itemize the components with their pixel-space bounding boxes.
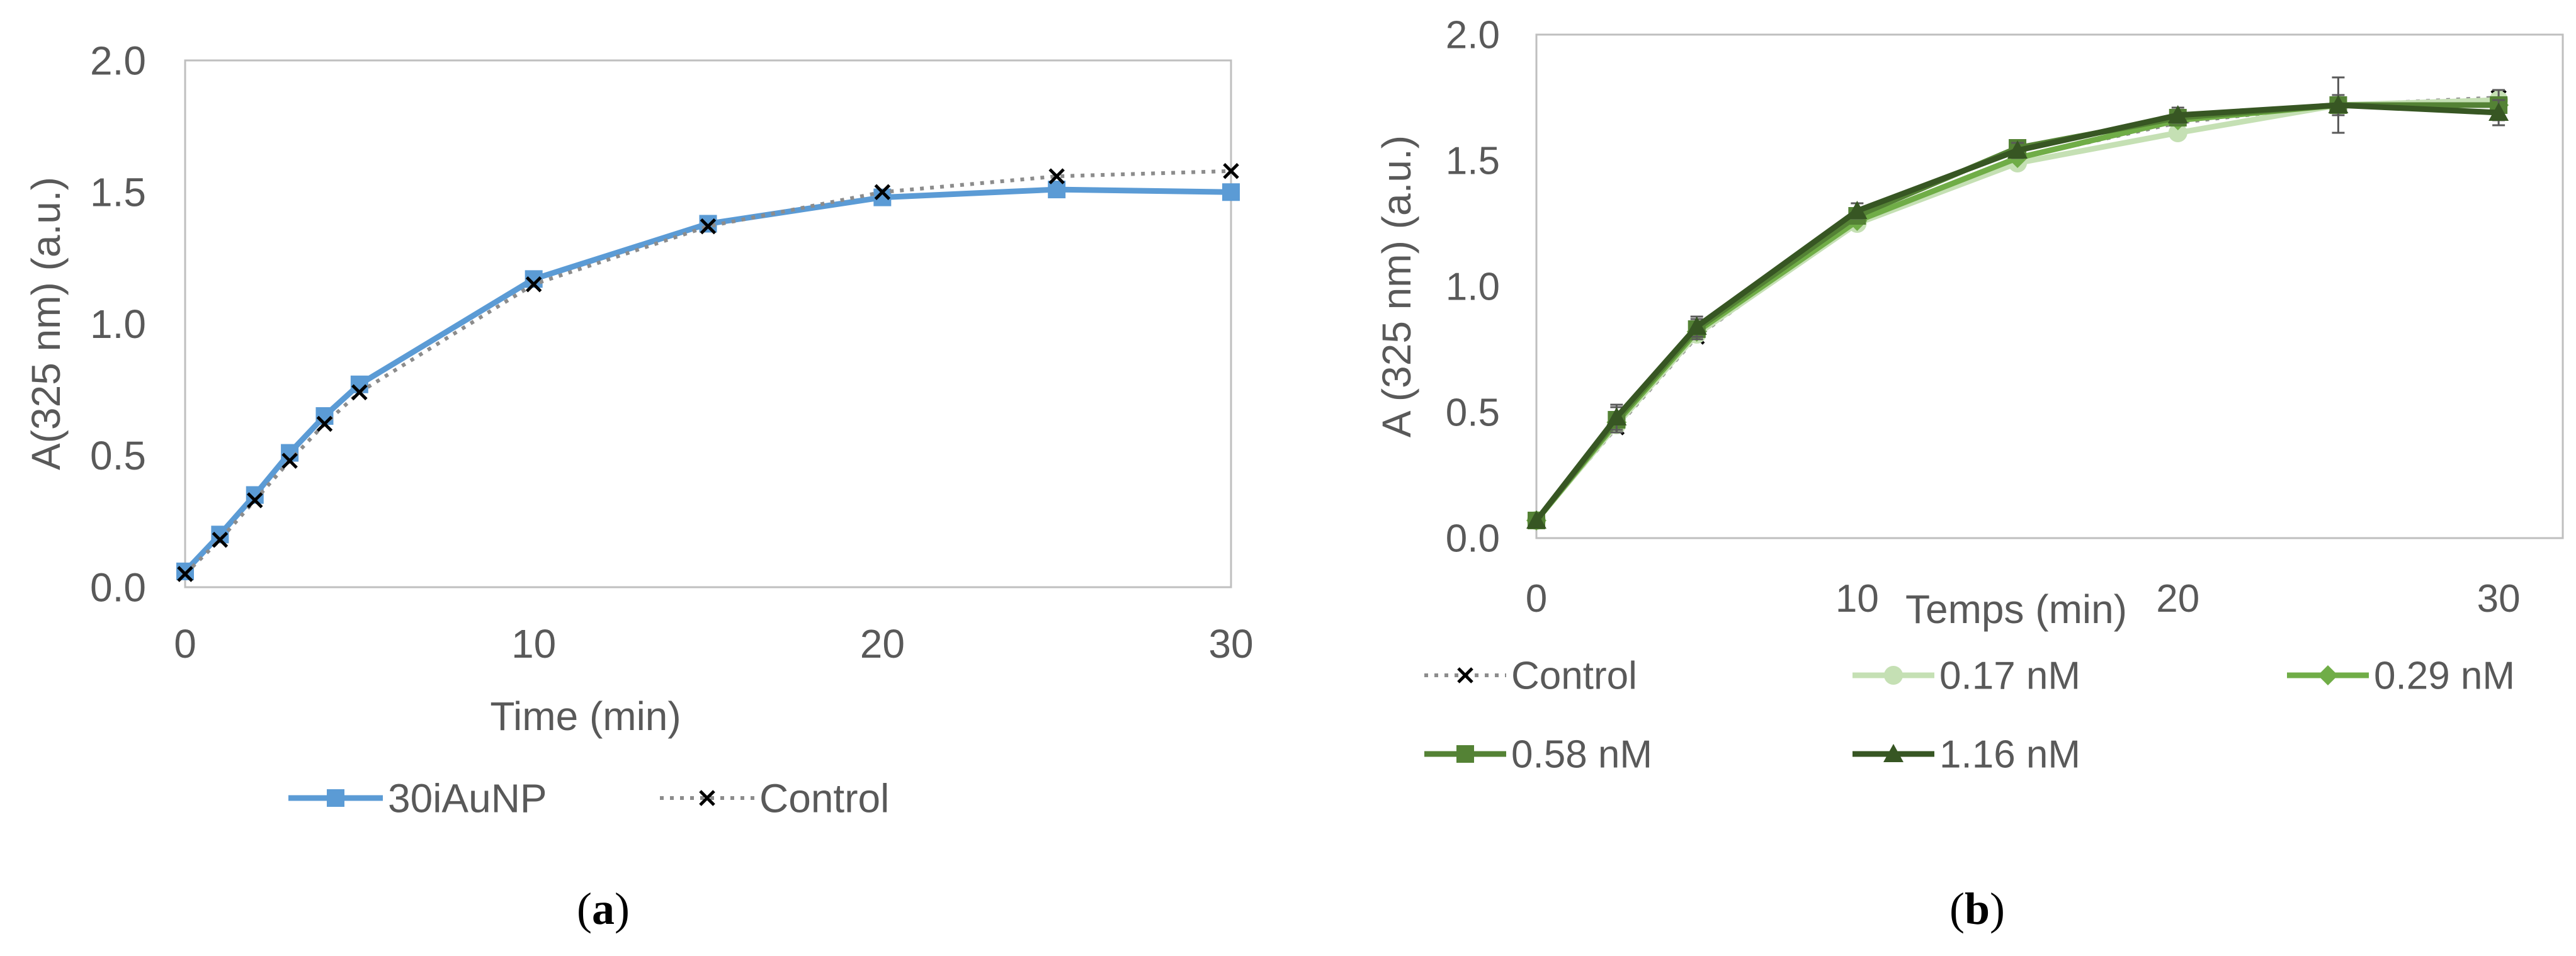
chart-b-panel-label-close: ) <box>1990 884 2005 934</box>
chart-a-series-1-point <box>351 384 368 401</box>
chart-b-y-axis-label: A (325 nm) (a.u.) <box>1374 135 1419 437</box>
chart-b-plot-frame <box>1535 33 2564 539</box>
chart-b-legend-marker-0 <box>1457 667 1473 683</box>
chart-b-legend-marker-2 <box>2318 665 2338 685</box>
chart-b-legend-marker-4 <box>1883 744 1904 762</box>
chart-b-panel-label: (b) <box>1949 884 2005 934</box>
chart-a-series-1-point <box>212 531 229 548</box>
chart-b-series-4-point <box>2007 140 2028 159</box>
chart-b-series-4-point <box>2328 95 2349 113</box>
chart-a-series-1-point <box>700 218 717 235</box>
chart-b-x-axis-label: Temps (min) <box>1905 587 2127 632</box>
chart-b-panel-label-letter: b <box>1965 884 1990 934</box>
chart-a-series-1-point <box>316 415 333 432</box>
chart-a-xtick-label: 0 <box>174 621 196 666</box>
chart-a-legend-label-0: 30iAuNP <box>388 775 547 821</box>
chart-a-series-1-point <box>177 566 193 582</box>
chart-a-legend-label-1: Control <box>759 775 889 821</box>
chart-a-ytick-label: 2.0 <box>90 38 146 83</box>
chart-a-ytick-label: 0.5 <box>90 433 146 478</box>
chart-b-series-4-point <box>1526 510 1546 529</box>
chart-a-series-1-point <box>246 492 263 509</box>
chart-a-xtick-label: 10 <box>511 621 556 666</box>
chart-b-legend-label-0: Control <box>1511 655 1637 698</box>
chart-b-legend-label-2: 0.29 nM <box>2374 655 2515 698</box>
chart-b-series-4-point <box>2167 105 2188 123</box>
chart-b-xtick-label: 30 <box>2477 577 2521 621</box>
chart-b-series-4-point <box>1686 317 1707 335</box>
chart-a-series-1-point <box>874 184 891 201</box>
chart-b-series-1-point <box>2168 123 2187 142</box>
chart-a-ytick-label: 1.5 <box>90 170 146 215</box>
chart-b-xtick-label: 20 <box>2156 577 2199 621</box>
chart-b-legend-label-1: 0.17 nM <box>1939 655 2080 698</box>
chart-a-ytick-label: 0.0 <box>90 565 146 610</box>
chart-a-series-1-point <box>1048 168 1065 184</box>
chart-a-legend-marker-1 <box>699 790 715 806</box>
chart-b-ytick-label: 2.0 <box>1446 14 1500 57</box>
chart-b-series-4-point <box>1847 201 1868 219</box>
chart-a-panel-label-letter: a <box>592 884 615 934</box>
chart-a-panel-label-close: ) <box>615 884 630 934</box>
chart-a-xtick-label: 30 <box>1208 621 1253 666</box>
chart-b-series-4-point <box>1606 407 1627 425</box>
chart-b-ytick-label: 1.5 <box>1446 140 1500 183</box>
chart-b-xtick-label: 10 <box>1836 577 1879 621</box>
chart-a-ytick-label: 1.0 <box>90 301 146 347</box>
chart-b-legend-label-3: 0.58 nM <box>1511 733 1652 777</box>
chart-a-series-1-point <box>1223 163 1239 179</box>
chart-b-legend-label-4: 1.16 nM <box>1939 733 2080 777</box>
chart-a-series-1-point <box>281 453 298 469</box>
chart-b-legend-marker-3 <box>1456 745 1474 763</box>
chart-a-x-axis-label: Time (min) <box>490 694 681 739</box>
chart-a-y-axis-label: A(325 nm) (a.u.) <box>23 177 69 470</box>
chart-b-legend-marker-1 <box>1884 666 1903 685</box>
chart-a-xtick-label: 20 <box>860 621 905 666</box>
chart-b-ytick-label: 1.0 <box>1446 266 1500 309</box>
chart-a-panel-label: (a) <box>577 884 630 934</box>
chart-b-series-4-line <box>1534 102 2499 522</box>
chart-b-ytick-label: 0.0 <box>1446 517 1500 561</box>
chart-a-series-0-line <box>183 186 1232 573</box>
chart-a-panel-label-open: ( <box>577 884 592 934</box>
chart-b-panel-label-open: ( <box>1949 884 1965 934</box>
chart-a-legend-marker-0 <box>327 789 344 807</box>
chart-b-xtick-label: 0 <box>1526 577 1547 621</box>
chart-b-ytick-label: 0.5 <box>1446 391 1500 435</box>
chart-b-series-4-point <box>2488 103 2509 121</box>
chart-a-series-0-point <box>1222 183 1240 201</box>
chart-a-series-1-point <box>525 276 542 293</box>
chart-a-plot-frame <box>184 59 1232 588</box>
